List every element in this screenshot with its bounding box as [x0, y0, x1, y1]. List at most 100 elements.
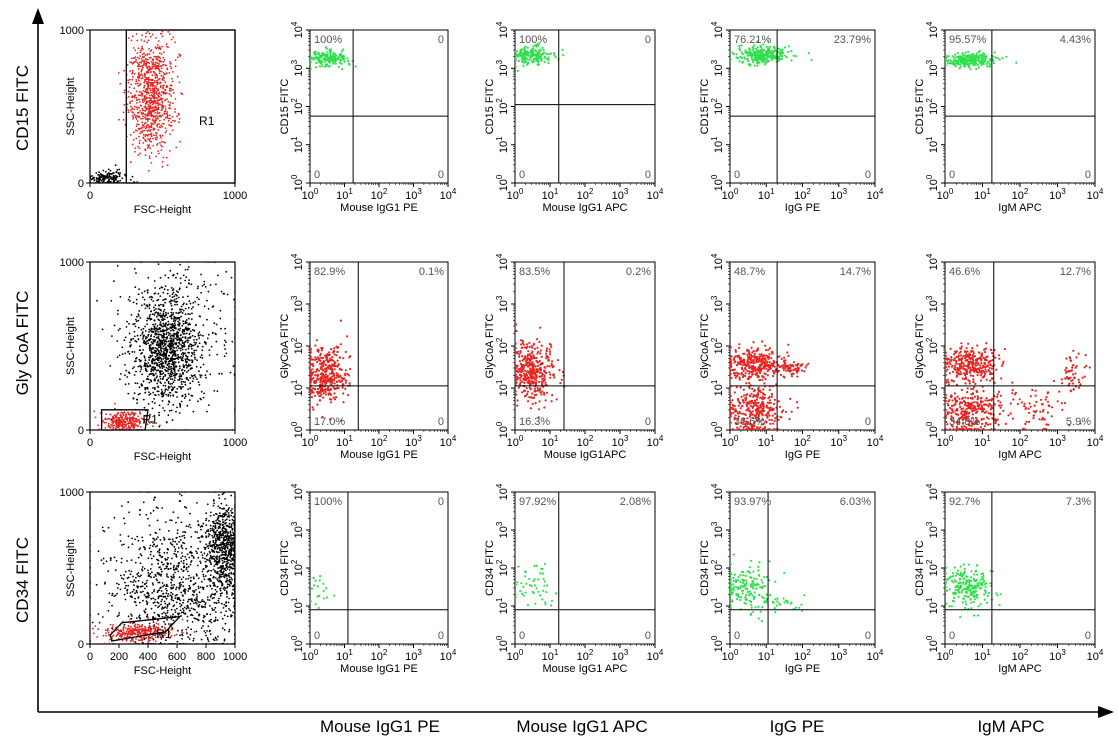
data-point — [526, 355, 529, 358]
data-point — [163, 118, 166, 121]
data-point — [171, 389, 174, 392]
data-point — [154, 132, 157, 134]
x-tick-label: 103 — [1049, 187, 1066, 202]
data-point — [168, 93, 171, 95]
data-point — [217, 274, 219, 277]
data-point — [169, 101, 172, 104]
data-point — [147, 124, 150, 127]
data-point — [132, 422, 134, 425]
data-point — [116, 169, 119, 171]
data-point — [153, 55, 156, 58]
data-point — [141, 373, 144, 376]
data-point — [144, 121, 147, 124]
data-point — [173, 322, 176, 325]
point-cluster-0 — [117, 30, 184, 183]
data-point — [144, 110, 147, 112]
data-point — [334, 398, 337, 401]
data-point — [122, 427, 125, 429]
data-point — [211, 332, 214, 334]
data-point — [310, 358, 312, 361]
data-point — [330, 358, 333, 362]
data-point — [151, 107, 154, 109]
data-point — [327, 360, 330, 364]
data-point — [192, 306, 194, 308]
quadrant-lower-left: 0 — [734, 169, 740, 181]
data-point — [145, 378, 148, 380]
y-tick-label: 104 — [290, 21, 305, 38]
data-point — [117, 309, 119, 312]
data-point — [540, 374, 544, 378]
data-point — [123, 411, 126, 414]
data-point — [787, 50, 790, 54]
column-label-mouse-igg1-apc: Mouse IgG1 APC — [516, 717, 647, 736]
data-point — [124, 173, 126, 176]
y-tick-label: 101 — [925, 136, 940, 153]
data-point — [102, 169, 105, 172]
data-point — [168, 354, 170, 357]
data-point — [166, 111, 169, 113]
data-point — [143, 126, 146, 128]
data-point — [150, 129, 152, 131]
data-point — [123, 89, 126, 92]
data-point — [157, 394, 160, 396]
data-point — [767, 40, 770, 43]
data-point — [159, 86, 162, 89]
data-point — [149, 392, 152, 395]
data-point — [319, 378, 322, 381]
data-point — [95, 172, 98, 174]
data-point — [340, 368, 343, 371]
data-point — [170, 304, 173, 307]
data-point — [148, 381, 151, 384]
data-point — [173, 358, 176, 360]
data-point — [107, 180, 110, 183]
data-point — [158, 365, 161, 368]
data-point — [148, 307, 151, 310]
data-point — [178, 316, 181, 319]
data-point — [169, 383, 172, 385]
data-point — [141, 74, 144, 77]
data-point — [197, 334, 200, 337]
x-tick-label: 103 — [830, 187, 847, 202]
data-point — [188, 359, 191, 362]
data-point — [790, 50, 793, 53]
data-point — [110, 177, 112, 180]
data-point — [332, 55, 336, 58]
data-point — [118, 173, 121, 176]
data-point — [174, 319, 177, 322]
data-point — [142, 101, 144, 103]
data-point — [156, 355, 158, 357]
x-tick-label: 0 — [87, 437, 93, 449]
data-point — [344, 379, 348, 382]
data-point — [175, 290, 178, 292]
x-tick-label: 102 — [577, 434, 594, 449]
data-point — [131, 351, 134, 353]
data-point — [118, 425, 121, 428]
data-point — [548, 348, 551, 351]
data-point — [324, 388, 328, 391]
data-point — [315, 61, 318, 65]
data-point — [137, 293, 140, 296]
data-point — [172, 71, 174, 73]
data-point — [115, 171, 118, 173]
data-point — [771, 54, 774, 57]
data-point — [223, 292, 226, 295]
data-point — [158, 52, 161, 55]
data-point — [329, 388, 332, 391]
data-point — [160, 137, 162, 139]
data-point — [178, 322, 181, 324]
data-point — [136, 398, 139, 401]
data-point — [147, 276, 150, 279]
y-tick-label: 101 — [495, 136, 510, 153]
data-point — [176, 294, 178, 297]
data-point — [515, 390, 517, 393]
data-point — [174, 41, 177, 44]
data-point — [191, 351, 193, 354]
data-point — [975, 62, 978, 65]
data-point — [153, 359, 156, 362]
data-point — [150, 60, 153, 63]
data-point — [525, 374, 528, 377]
data-point — [180, 315, 183, 318]
data-point — [553, 376, 556, 379]
data-point — [154, 368, 157, 371]
data-point — [142, 130, 144, 132]
